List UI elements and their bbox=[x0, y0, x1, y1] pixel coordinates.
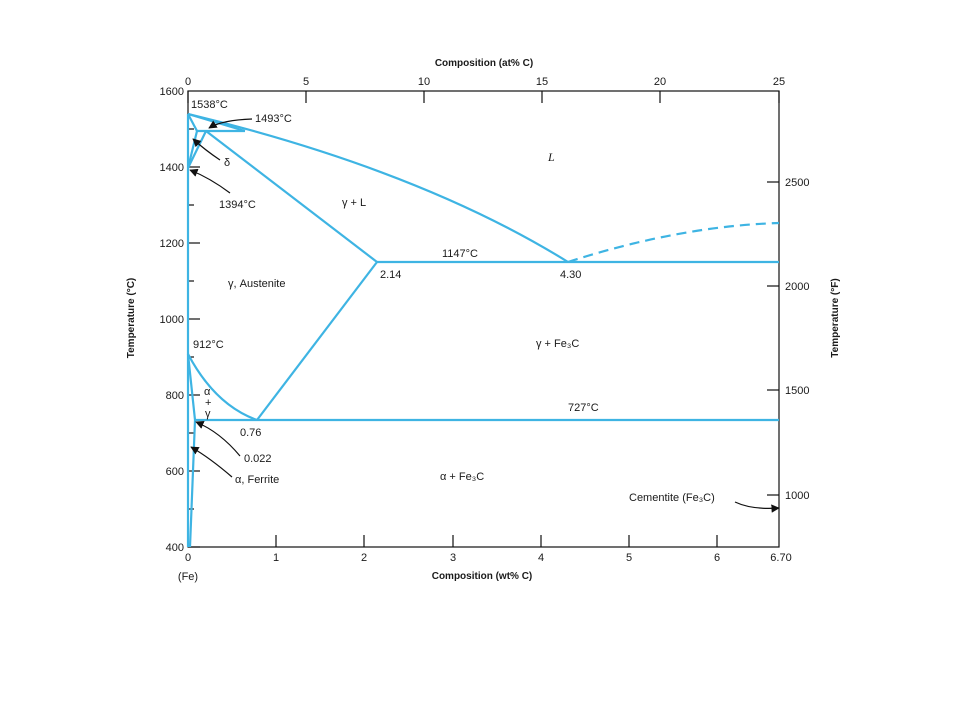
liquidus-line bbox=[187, 112, 569, 263]
left-tick-label: 1200 bbox=[160, 238, 184, 250]
bottom-axis-title: Composition (wt% C) bbox=[432, 571, 533, 582]
right-tick-label: 2000 bbox=[785, 281, 809, 293]
acm-line bbox=[256, 261, 378, 421]
top-tick-label: 15 bbox=[536, 76, 548, 88]
label-1147: 1147°C bbox=[442, 248, 478, 260]
delta-boundary-right bbox=[186, 130, 199, 169]
bottom-tick-label: 3 bbox=[450, 552, 456, 564]
top-tick-label: 0 bbox=[185, 76, 191, 88]
bottom-tick-label: 6 bbox=[714, 552, 720, 564]
left-tick-label: 600 bbox=[166, 466, 184, 478]
label-727: 727°C bbox=[568, 402, 599, 414]
region-gamma-liquid: γ + L bbox=[342, 197, 366, 209]
label-cementite: Cementite (Fe₃C) bbox=[629, 492, 715, 504]
arrow-ferrite bbox=[190, 446, 233, 478]
annotation-arrows bbox=[189, 118, 780, 513]
a3-line bbox=[187, 353, 258, 422]
bottom-tick-label: 6.70 bbox=[770, 552, 791, 564]
arrow-0022 bbox=[195, 421, 241, 457]
label-1538: 1538°C bbox=[191, 99, 228, 111]
top-tick-label: 25 bbox=[773, 76, 785, 88]
delta-solidus bbox=[187, 130, 207, 169]
liquidus-cementite-line bbox=[567, 221, 780, 264]
label-430: 4.30 bbox=[560, 269, 581, 281]
ferrite-boundary bbox=[186, 353, 197, 548]
top-axis: 0 5 10 15 20 25 Composition (at% C) bbox=[185, 58, 785, 103]
arrow-delta bbox=[192, 138, 221, 161]
austenite-solidus bbox=[205, 130, 378, 263]
right-tick-label: 2500 bbox=[785, 177, 809, 189]
label-0022: 0.022 bbox=[244, 453, 272, 465]
region-austenite: γ, Austenite bbox=[228, 278, 285, 290]
delta-boundary-upper bbox=[187, 113, 198, 132]
left-tick-label: 800 bbox=[166, 390, 184, 402]
bottom-tick-label: 0 bbox=[185, 552, 191, 564]
right-axis: 1000 1500 2000 2500 Temperature (°F) bbox=[767, 177, 841, 502]
region-alpha-gamma-alpha: α bbox=[204, 386, 211, 398]
arrow-cementite bbox=[734, 501, 780, 513]
region-alpha-gamma-plus: + bbox=[205, 397, 211, 409]
label-214: 2.14 bbox=[380, 269, 401, 281]
top-tick-label: 10 bbox=[418, 76, 430, 88]
right-axis-title: Temperature (°F) bbox=[830, 278, 841, 357]
left-tick-label: 400 bbox=[166, 542, 184, 554]
region-gamma-cementite: γ + Fe₃C bbox=[536, 338, 579, 350]
label-ferrite: α, Ferrite bbox=[235, 474, 279, 486]
phase-regions: L γ + L γ, Austenite γ + Fe₃C α + γ α + … bbox=[204, 150, 579, 483]
bottom-tick-label: 1 bbox=[273, 552, 279, 564]
label-912: 912°C bbox=[193, 339, 224, 351]
phase-boundaries bbox=[186, 112, 780, 548]
left-axis-title: Temperature (°C) bbox=[126, 278, 137, 359]
label-1493: 1493°C bbox=[255, 113, 292, 125]
bottom-origin-label: (Fe) bbox=[178, 571, 198, 583]
label-1394: 1394°C bbox=[219, 199, 256, 211]
bottom-axis: 0 1 2 3 4 5 6 6.70 (Fe) Composition (wt%… bbox=[178, 535, 792, 583]
bottom-tick-label: 2 bbox=[361, 552, 367, 564]
left-tick-label: 1000 bbox=[160, 314, 184, 326]
right-tick-label: 1000 bbox=[785, 490, 809, 502]
bottom-tick-label: 4 bbox=[538, 552, 544, 564]
region-delta: δ bbox=[224, 157, 230, 169]
top-tick-label: 20 bbox=[654, 76, 666, 88]
region-liquid: L bbox=[547, 150, 555, 164]
top-tick-label: 5 bbox=[303, 76, 309, 88]
annotations: 1538°C 1493°C 1394°C 1147°C 912°C 727°C … bbox=[191, 99, 715, 504]
top-axis-title: Composition (at% C) bbox=[435, 58, 533, 69]
label-076: 0.76 bbox=[240, 427, 261, 439]
region-alpha-gamma-gamma: γ bbox=[205, 408, 211, 420]
right-tick-label: 1500 bbox=[785, 385, 809, 397]
left-axis: 400 600 800 1000 1200 1400 1600 Temperat… bbox=[126, 86, 200, 554]
region-alpha-cementite: α + Fe₃C bbox=[440, 471, 484, 483]
arrow-1493 bbox=[208, 118, 253, 129]
bottom-tick-label: 5 bbox=[626, 552, 632, 564]
left-tick-label: 1400 bbox=[160, 162, 184, 174]
left-tick-label: 1600 bbox=[160, 86, 184, 98]
arrow-1394 bbox=[189, 168, 231, 194]
